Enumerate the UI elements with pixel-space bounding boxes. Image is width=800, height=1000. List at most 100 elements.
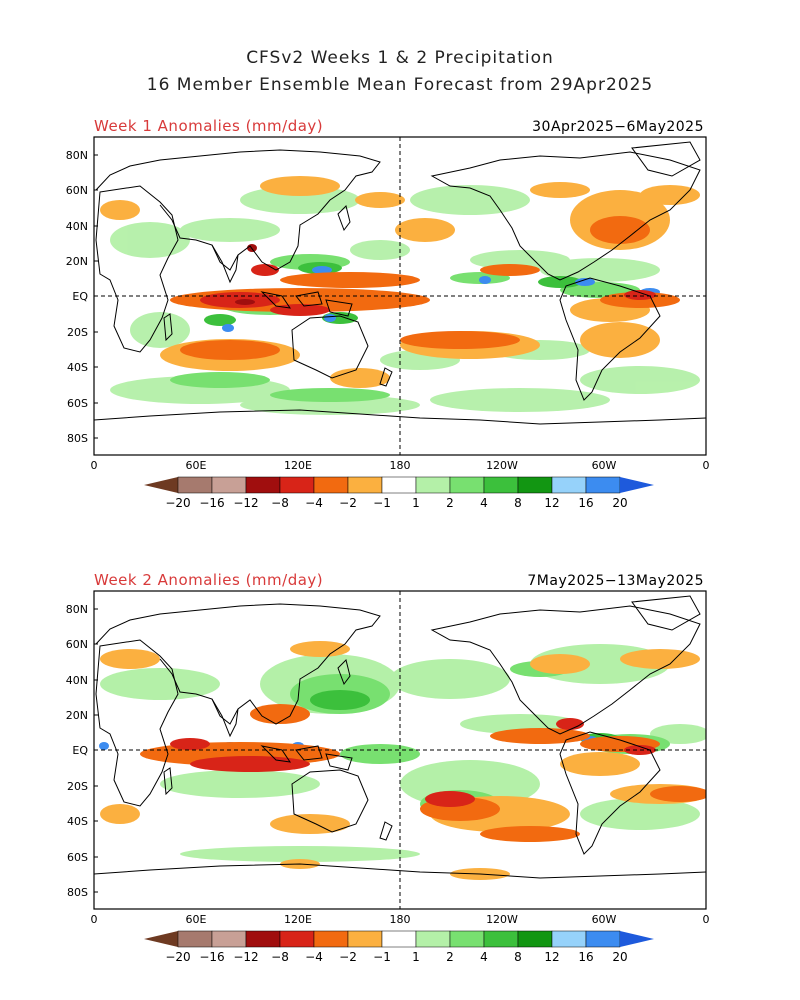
lat-tick: 60N — [66, 184, 88, 197]
lat-tick: 60S — [67, 397, 88, 410]
lon-tick: 120E — [284, 913, 312, 926]
lat-tick: 60N — [66, 638, 88, 651]
lat-tick: 20N — [66, 255, 88, 268]
colorbar-label: 8 — [514, 496, 522, 510]
colorbar-label: −12 — [233, 950, 258, 964]
colorbar-swatch — [449, 476, 485, 494]
colorbar-label: −8 — [271, 950, 289, 964]
week2-date-range: 7May2025−13May2025 — [527, 573, 704, 589]
lat-tick: 80S — [67, 432, 88, 445]
lat-tick: 80N — [66, 149, 88, 162]
lat-tick: 20N — [66, 709, 88, 722]
colorbar-label: −16 — [199, 496, 224, 510]
colorbar-label: 4 — [480, 950, 488, 964]
lat-tick: 40N — [66, 220, 88, 233]
colorbar-swatch — [381, 476, 417, 494]
colorbar-swatch — [279, 476, 315, 494]
colorbar-label: 12 — [544, 950, 559, 964]
lon-tick: 0 — [91, 913, 98, 926]
colorbar-swatch — [517, 476, 553, 494]
colorbar-label: −12 — [233, 496, 258, 510]
colorbar-swatch — [347, 476, 383, 494]
colorbar-swatch — [313, 476, 349, 494]
colorbar-swatch — [177, 476, 213, 494]
colorbar-swatch — [381, 930, 417, 948]
colorbar-swatch — [211, 476, 247, 494]
colorbar-right-arrow — [620, 477, 654, 493]
colorbar-label: −1 — [373, 950, 391, 964]
colorbar-label: 1 — [412, 496, 420, 510]
colorbar-swatch — [415, 476, 451, 494]
lat-tick: 40S — [67, 361, 88, 374]
colorbar-label: 16 — [578, 950, 593, 964]
colorbar-label: 2 — [446, 496, 454, 510]
colorbar-swatch — [517, 930, 553, 948]
lat-tick: 40S — [67, 815, 88, 828]
colorbar-swatch — [449, 930, 485, 948]
lon-tick: 60E — [186, 459, 207, 472]
colorbar-swatch — [347, 930, 383, 948]
week2-colorbar: −20 −16 −12 −8 −4 −2 −1 1 2 4 8 12 16 20 — [144, 930, 654, 964]
colorbar-label: −20 — [165, 496, 190, 510]
week1-panel-title: Week 1 Anomalies (mm/day) — [94, 117, 324, 135]
colorbar-label: −4 — [305, 496, 323, 510]
lon-tick: 60E — [186, 913, 207, 926]
colorbar-swatch — [211, 930, 247, 948]
colorbar-right-arrow — [620, 931, 654, 947]
lat-tick: 80S — [67, 886, 88, 899]
lon-tick: 0 — [703, 459, 710, 472]
colorbar-label: 20 — [612, 950, 627, 964]
colorbar-label: −1 — [373, 496, 391, 510]
lat-tick: 80N — [66, 603, 88, 616]
lat-tick: EQ — [72, 744, 88, 757]
lat-tick: EQ — [72, 290, 88, 303]
colorbar-label: 12 — [544, 496, 559, 510]
lat-tick: 60S — [67, 851, 88, 864]
colorbar-swatch — [245, 476, 281, 494]
colorbar-label: 16 — [578, 496, 593, 510]
colorbar-swatch — [585, 930, 621, 948]
colorbar-label: −16 — [199, 950, 224, 964]
colorbar-label: −2 — [339, 496, 357, 510]
lon-tick: 0 — [91, 459, 98, 472]
colorbar-swatch — [177, 930, 213, 948]
week1-axes: 80N 60N 40N 20N EQ 20S 40S 60S 80S 0 60E… — [66, 136, 710, 472]
colorbar-swatch — [415, 930, 451, 948]
week1-date-range: 30Apr2025−6May2025 — [532, 119, 704, 135]
lon-tick: 120E — [284, 459, 312, 472]
colorbar-label: −2 — [339, 950, 357, 964]
week2-panel-title: Week 2 Anomalies (mm/day) — [94, 571, 324, 589]
figure-title-line-1: CFSv2 Weeks 1 & 2 Precipitation — [246, 48, 554, 68]
colorbar-swatch — [279, 930, 315, 948]
lat-tick: 40N — [66, 674, 88, 687]
colorbar-label: −4 — [305, 950, 323, 964]
colorbar-swatch — [551, 930, 587, 948]
colorbar-swatch — [245, 930, 281, 948]
lon-tick: 180 — [390, 459, 411, 472]
colorbar-swatch — [313, 930, 349, 948]
colorbar-label: 1 — [412, 950, 420, 964]
colorbar-label: 8 — [514, 950, 522, 964]
lon-tick: 120W — [486, 913, 518, 926]
lon-tick: 120W — [486, 459, 518, 472]
lat-tick: 20S — [67, 326, 88, 339]
figure-title-line-2: 16 Member Ensemble Mean Forecast from 29… — [146, 75, 654, 95]
colorbar-label: 4 — [480, 496, 488, 510]
lon-tick: 180 — [390, 913, 411, 926]
colorbar-label: −20 — [165, 950, 190, 964]
colorbar-label: 2 — [446, 950, 454, 964]
colorbar-left-arrow — [144, 931, 178, 947]
lon-tick: 60W — [592, 459, 617, 472]
colorbar-swatch — [483, 476, 519, 494]
lon-tick: 0 — [703, 913, 710, 926]
colorbar-swatch — [483, 930, 519, 948]
week1-colorbar: −20 −16 −12 −8 −4 −2 −1 1 2 4 8 12 16 20 — [144, 476, 654, 510]
colorbar-label: −8 — [271, 496, 289, 510]
colorbar-swatch — [551, 476, 587, 494]
colorbar-swatch — [585, 476, 621, 494]
colorbar-left-arrow — [144, 477, 178, 493]
week2-axes: 80N 60N 40N 20N EQ 20S 40S 60S 80S 0 60E… — [66, 590, 710, 926]
lat-tick: 20S — [67, 780, 88, 793]
lon-tick: 60W — [592, 913, 617, 926]
